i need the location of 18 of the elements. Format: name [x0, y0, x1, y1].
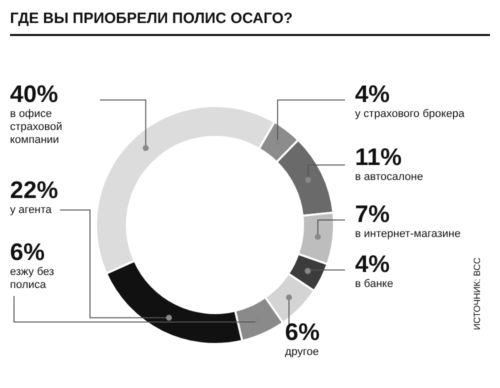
data-label: 7% [355, 201, 391, 228]
slice-label: в офисе страховой компании [10, 108, 62, 146]
slice-label: у агента [10, 204, 52, 216]
data-label: 4% [355, 251, 391, 278]
data-label: 11% [355, 144, 403, 171]
data-label: 6% [285, 319, 321, 346]
slice-label: езжу без полиса [10, 266, 54, 291]
slice-label: другое [285, 346, 319, 358]
slice-label: в интернет-магазине [355, 228, 461, 240]
slice-label: у страхового брокера [355, 108, 464, 120]
chart-title: ГДЕ ВЫ ПРИОБРЕЛИ ПОЛИС ОСАГО? [10, 10, 293, 27]
data-label: 6% [10, 239, 46, 266]
data-label: 40% [10, 81, 60, 108]
text: ИСТОЧНИК: ВСС [472, 258, 482, 330]
data-label: 4% [355, 81, 391, 108]
slice-label: в банке [355, 278, 394, 290]
data-label: 22% [10, 177, 60, 204]
slice-label: в автосалоне [355, 171, 424, 183]
